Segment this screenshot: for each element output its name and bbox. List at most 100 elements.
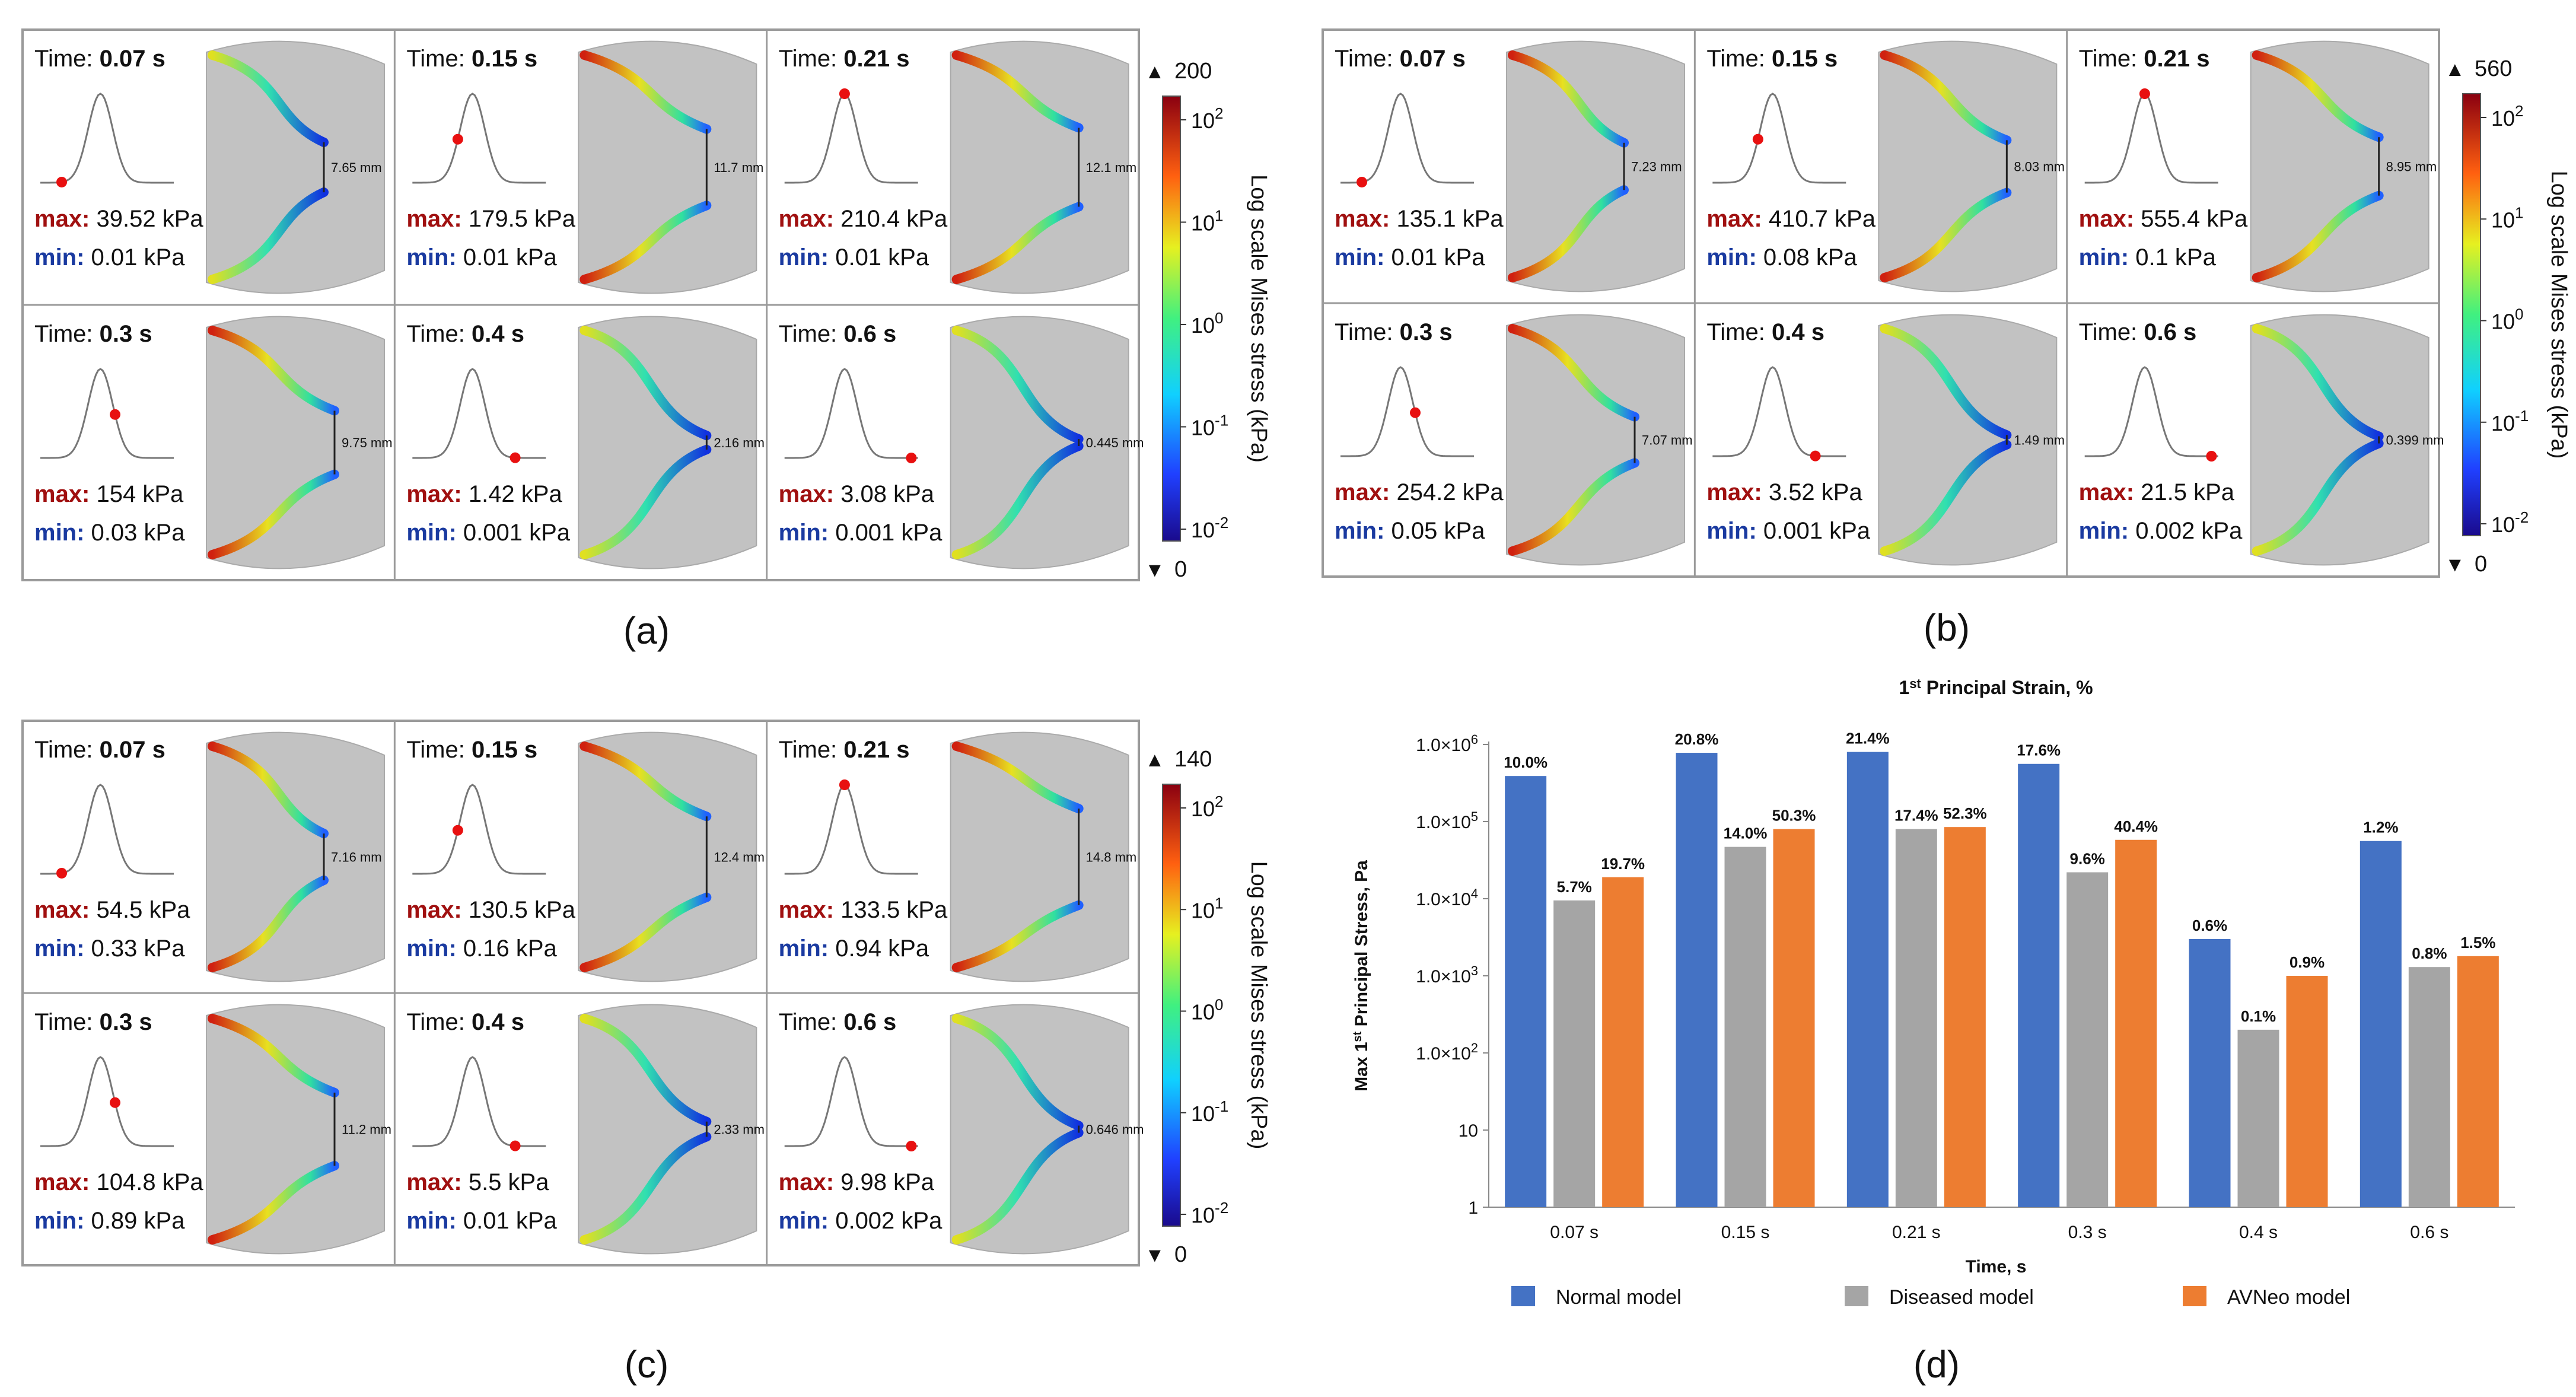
colorbar-title: Log scale Mises stress (kPa) xyxy=(2546,171,2571,459)
legend-swatch xyxy=(1845,1286,1868,1306)
bar xyxy=(1846,752,1889,1207)
lower-leaflet xyxy=(2252,190,2384,282)
max-value: max: 410.7 kPa xyxy=(1706,206,1876,232)
bar xyxy=(1602,877,1644,1207)
colorbar-tick-label: 101 xyxy=(2491,203,2524,232)
colorbar-tick-label: 100 xyxy=(1191,309,1224,338)
y-tick-label: 1 xyxy=(1468,1198,1478,1218)
stress-panel-a: Time: 0.07 s max: 39.52 kPa min: 0.01 kPa 7… xyxy=(21,28,1271,652)
min-value: min: 0.002 kPa xyxy=(779,1208,942,1234)
min-value: min: 0.08 kPa xyxy=(1706,244,1857,271)
upper-leaflet xyxy=(208,1014,339,1097)
lower-leaflet xyxy=(951,202,1084,284)
waveform-curve xyxy=(1340,366,1474,457)
gap-label: 2.33 mm xyxy=(714,1122,765,1137)
waveform-curve xyxy=(412,368,546,459)
gap-label: 11.2 mm xyxy=(342,1122,391,1137)
time-label: Time: 0.07 s xyxy=(1335,46,1466,72)
min-value: min: 0.05 kPa xyxy=(1335,518,1485,544)
lower-leaflet xyxy=(208,469,339,559)
colorbar-gradient xyxy=(1162,96,1181,542)
gap-label: 0.399 mm xyxy=(2386,433,2444,448)
bar-data-label: 52.3% xyxy=(1943,804,1987,822)
x-tick-label: 0.07 s xyxy=(1550,1223,1599,1242)
min-value: min: 0.01 kPa xyxy=(406,1208,557,1234)
valve-domain xyxy=(2250,314,2429,566)
bar-data-label: 1.5% xyxy=(2460,934,2495,952)
valve-domain xyxy=(578,40,757,294)
lower-leaflet xyxy=(579,201,712,284)
bar-data-label: 14.0% xyxy=(1724,825,1768,842)
upper-leaflet xyxy=(579,742,712,822)
bar-data-label: 17.4% xyxy=(1894,807,1938,825)
legend-swatch xyxy=(1511,1286,1535,1306)
snapshot-cell: Time: 0.6 s max: 3.08 kPa min: 0.001 kPa 0.… xyxy=(779,316,1144,569)
time-label: Time: 0.21 s xyxy=(779,46,910,72)
time-label: Time: 0.6 s xyxy=(779,1009,897,1035)
snapshot-cell: Time: 0.4 s max: 1.42 kPa min: 0.001 kPa 2.… xyxy=(406,316,765,569)
time-label: Time: 0.3 s xyxy=(34,321,152,347)
upper-leaflet xyxy=(951,1014,1084,1131)
colorbar-min-arrow: ▼ xyxy=(2445,553,2465,576)
legend-label: Normal model xyxy=(1556,1286,1682,1309)
time-marker xyxy=(1752,133,1763,145)
y-tick-label: 1.0×102 xyxy=(1416,1040,1478,1064)
waveform-curve xyxy=(784,1056,918,1147)
bar xyxy=(1553,900,1596,1207)
valve-domain xyxy=(206,731,385,982)
min-value: min: 0.89 kPa xyxy=(34,1208,185,1234)
colorbar-max-value: 200 xyxy=(1174,59,1212,84)
legend-label: Diseased model xyxy=(1889,1286,2034,1309)
bar xyxy=(1773,829,1815,1207)
min-value: min: 0.01 kPa xyxy=(406,244,557,271)
time-marker xyxy=(906,452,917,463)
bar xyxy=(2408,967,2450,1207)
bar xyxy=(1505,776,1547,1207)
lower-leaflet xyxy=(1508,185,1629,282)
max-value: max: 3.52 kPa xyxy=(1706,479,1862,505)
gap-label: 14.8 mm xyxy=(1086,850,1137,865)
min-value: min: 0.002 kPa xyxy=(2079,518,2243,544)
valve-domain xyxy=(578,731,757,982)
min-value: min: 0.001 kPa xyxy=(779,520,942,546)
valve-domain xyxy=(950,1004,1129,1255)
time-label: Time: 0.15 s xyxy=(406,46,537,72)
stress-panel-b: Time: 0.07 s max: 135.1 kPa min: 0.01 kPa 7… xyxy=(1322,28,2571,649)
time-label: Time: 0.15 s xyxy=(406,737,537,763)
max-value: max: 154 kPa xyxy=(34,481,184,507)
max-value: max: 130.5 kPa xyxy=(406,897,575,923)
gap-label: 8.03 mm xyxy=(2014,160,2065,174)
valve-domain xyxy=(950,731,1129,982)
lower-leaflet xyxy=(2252,438,2384,556)
colorbar-min-value: 0 xyxy=(2475,552,2487,577)
colorbar-title: Log scale Mises stress (kPa) xyxy=(1246,861,1271,1150)
upper-leaflet xyxy=(1880,324,2012,440)
snapshot-cell: Time: 0.07 s max: 54.5 kPa min: 0.33 kPa 7.… xyxy=(34,731,385,982)
valve-domain xyxy=(206,1004,385,1255)
bar-data-label: 10.0% xyxy=(1504,753,1547,771)
bar-data-label: 17.6% xyxy=(2017,742,2061,759)
max-value: max: 1.42 kPa xyxy=(406,481,562,507)
gap-label: 7.16 mm xyxy=(331,850,382,865)
y-axis-label: Max 1st Principal Stress, Pa xyxy=(1351,860,1371,1091)
upper-leaflet xyxy=(2252,324,2384,441)
gap-label: 11.7 mm xyxy=(714,160,763,175)
bar xyxy=(2066,872,2109,1207)
colorbar: ▲ 200 ▼ 0 102 101 100 10-1 10-2 Log scale Mises s… xyxy=(1145,59,1271,582)
waveform-curve xyxy=(784,784,918,875)
upper-leaflet xyxy=(951,326,1084,444)
colorbar-max-arrow: ▲ xyxy=(1145,749,1165,771)
colorbar-tick-label: 10-1 xyxy=(1191,1097,1228,1126)
max-value: max: 133.5 kPa xyxy=(779,897,948,923)
colorbar-tick-label: 101 xyxy=(1191,894,1224,922)
min-value: min: 0.16 kPa xyxy=(406,935,557,962)
upper-leaflet xyxy=(1880,50,2012,145)
max-value: max: 21.5 kPa xyxy=(2079,479,2235,505)
gap-label: 0.445 mm xyxy=(1086,435,1144,450)
lower-leaflet xyxy=(1880,440,2012,556)
valve-domain xyxy=(578,1004,757,1255)
colorbar-gradient xyxy=(1162,784,1181,1227)
lower-leaflet xyxy=(951,900,1084,972)
snapshot-cell: Time: 0.3 s max: 154 kPa min: 0.03 kPa 9.75… xyxy=(34,316,393,569)
